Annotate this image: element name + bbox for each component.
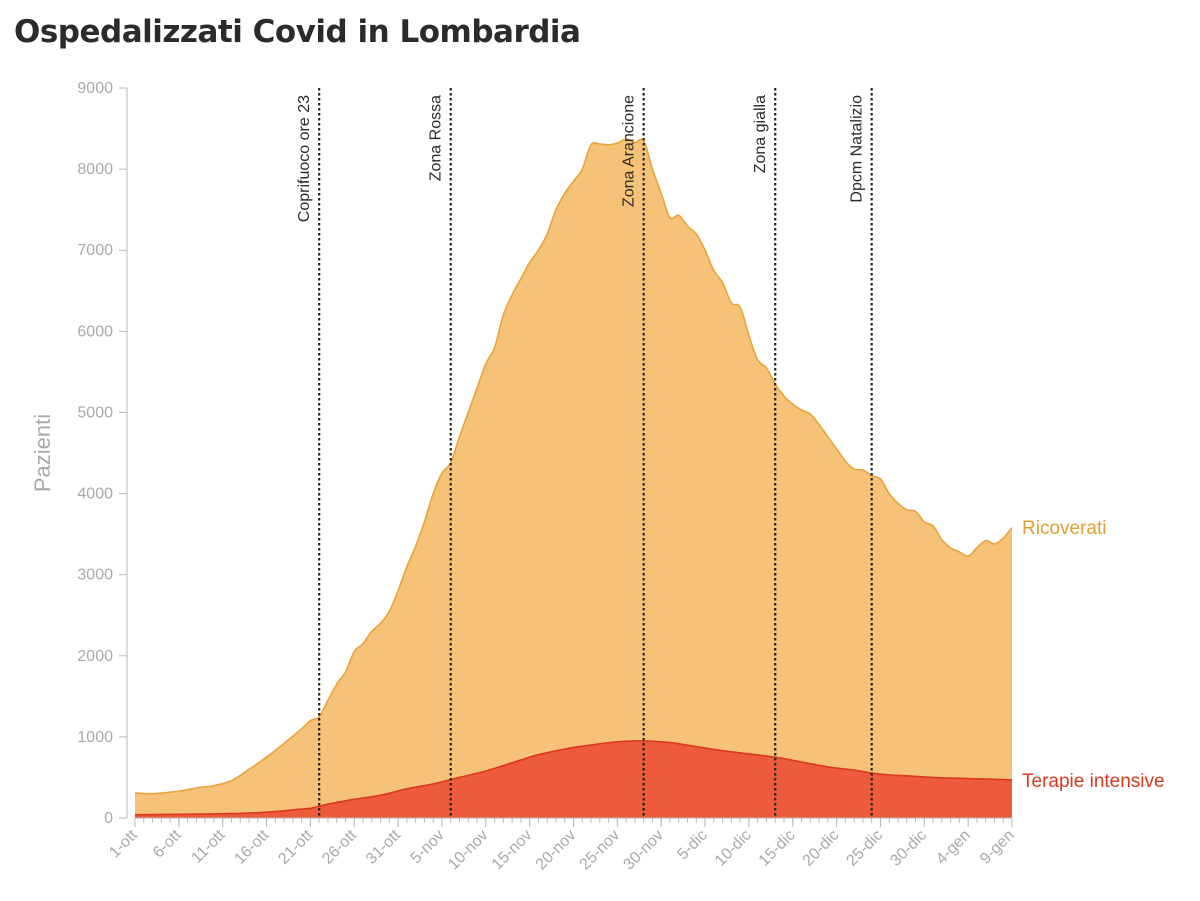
event-label: Dpcm Natalizio <box>849 95 866 203</box>
event-markers: Coprifuoco ore 23 Zona Rossa Zona Arancion… <box>296 88 873 818</box>
y-tick-label: 0 <box>104 810 113 827</box>
y-tick-label: 4000 <box>77 486 113 503</box>
event-label: Zona Rossa <box>428 95 445 181</box>
y-axis-label: Pazienti <box>30 414 55 492</box>
x-tick-label: 25-nov <box>577 827 624 874</box>
x-tick-label: 30-dic <box>887 827 930 870</box>
x-tick-label: 11-ott <box>188 826 229 867</box>
event-label: Zona Arancione <box>621 95 638 207</box>
x-tick-label: 31-ott <box>363 826 404 867</box>
x-tick-label: 5-dic <box>674 827 711 864</box>
y-ticks: 0 1000 2000 3000 4000 5000 6000 7000 8000 9000 <box>77 80 127 827</box>
x-tick-label: 4-gen <box>933 827 974 868</box>
y-tick-label: 9000 <box>77 80 113 97</box>
y-tick-label: 5000 <box>77 404 113 421</box>
x-tick-label: 10-dic <box>712 827 755 870</box>
page-title: Ospedalizzati Covid in Lombardia <box>14 14 581 50</box>
x-tick-label: 15-nov <box>489 827 536 874</box>
series-label-terapie-intensive: Terapie intensive <box>1022 771 1165 792</box>
series-line-terapie-intensive <box>134 740 1013 816</box>
y-tick-label: 1000 <box>77 729 113 746</box>
event-label: Coprifuoco ore 23 <box>296 95 313 222</box>
x-tick-label: 9-gen <box>977 827 1018 868</box>
series-label-ricoverati: Ricoverati <box>1022 518 1106 539</box>
y-tick-label: 2000 <box>77 648 113 665</box>
x-tick-label: 1-ott <box>106 826 141 861</box>
x-ticks: 1-ott 6-ott 11-ott 16-ott 21-ott 26-ott 31-ott… <box>106 818 1018 873</box>
x-tick-label: 21-ott <box>275 826 316 867</box>
x-tick-label: 10-nov <box>445 827 492 874</box>
x-tick-label: 5-nov <box>407 827 447 867</box>
x-tick-label: 20-nov <box>533 827 580 874</box>
x-tick-label: 16-ott <box>231 826 272 867</box>
y-tick-label: 6000 <box>77 323 113 340</box>
series-areas <box>134 138 1013 818</box>
y-tick-label: 7000 <box>77 242 113 259</box>
y-tick-label: 8000 <box>77 161 113 178</box>
x-tick-label: 20-dic <box>800 827 843 870</box>
series-area-terapie-intensive <box>135 740 1012 818</box>
x-tick-label: 6-ott <box>150 826 185 861</box>
event-label: Zona gialla <box>752 95 769 173</box>
series-area-ricoverati <box>135 139 1012 818</box>
x-tick-label: 25-dic <box>843 827 886 870</box>
x-tick-label: 15-dic <box>756 827 799 870</box>
y-tick-label: 3000 <box>77 567 113 584</box>
series-line-ricoverati <box>134 138 1013 795</box>
x-tick-label: 30-nov <box>620 827 667 874</box>
x-tick-label: 26-ott <box>319 826 360 867</box>
